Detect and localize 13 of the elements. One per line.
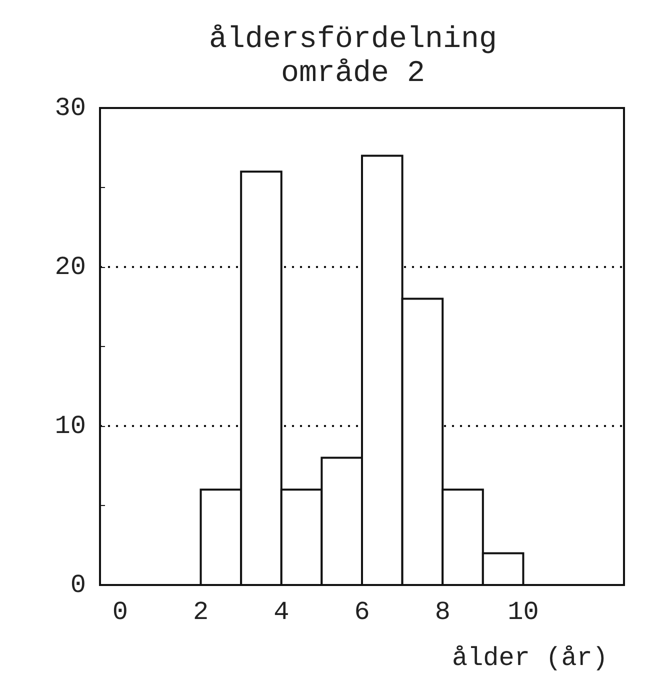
x-tick-label: 2 (192, 597, 209, 627)
x-tick-label: 4 (274, 597, 290, 627)
y-tick-label: 0 (70, 570, 86, 600)
x-tick-label: 10 (508, 597, 539, 627)
x-tick-label: 0 (112, 597, 128, 627)
chart-title: åldersfördelning (208, 23, 498, 57)
x-tick-label: 8 (434, 597, 450, 627)
x-tick-label: 6 (354, 597, 370, 627)
chart-subtitle: område 2 (280, 57, 426, 91)
y-tick-label: 20 (54, 252, 86, 282)
y-tick-label: 30 (54, 93, 86, 123)
y-tick-label: 10 (54, 411, 86, 441)
x-axis-title: ålder (år) (452, 643, 608, 673)
